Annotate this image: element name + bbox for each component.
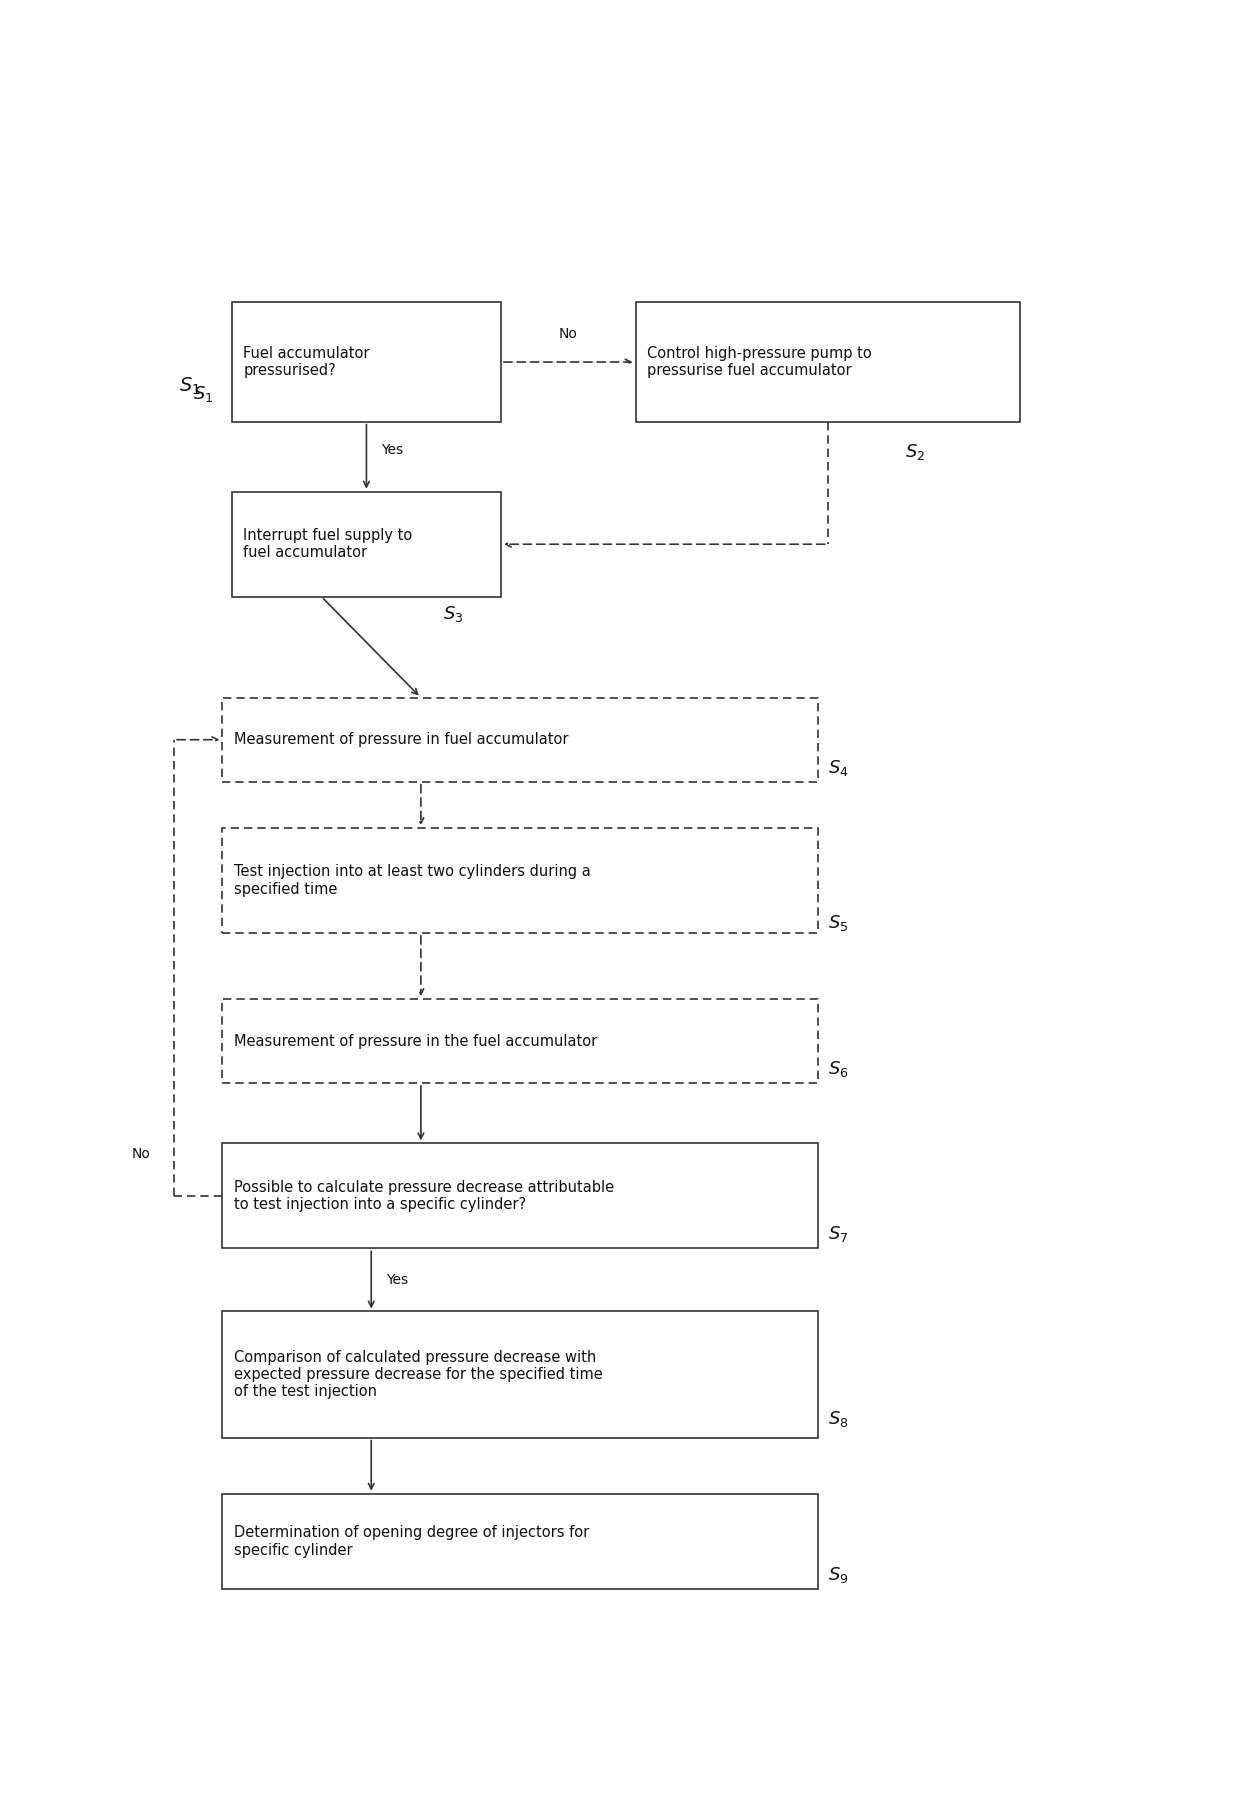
- Bar: [222, 1494, 818, 1589]
- Text: $\mathit{S}_9$: $\mathit{S}_9$: [828, 1565, 848, 1585]
- Bar: [222, 697, 818, 783]
- Bar: [222, 1143, 818, 1249]
- Text: $\mathit{S}_4$: $\mathit{S}_4$: [828, 757, 848, 777]
- Text: Measurement of pressure in fuel accumulator: Measurement of pressure in fuel accumula…: [234, 732, 568, 748]
- Bar: [232, 302, 501, 422]
- Text: $\mathit{S}_7$: $\mathit{S}_7$: [828, 1225, 848, 1245]
- Text: Measurement of pressure in the fuel accumulator: Measurement of pressure in the fuel accu…: [234, 1034, 596, 1048]
- Text: Determination of opening degree of injectors for
specific cylinder: Determination of opening degree of injec…: [234, 1525, 589, 1558]
- Bar: [222, 1312, 818, 1438]
- Bar: [232, 491, 501, 597]
- Text: Yes: Yes: [381, 442, 403, 457]
- Bar: [635, 302, 1021, 422]
- Text: $\mathit{S}_8$: $\mathit{S}_8$: [828, 1409, 848, 1429]
- Bar: [222, 999, 818, 1083]
- Text: $\mathit{S}_1$: $\mathit{S}_1$: [193, 384, 213, 404]
- Text: $\mathit{S}_6$: $\mathit{S}_6$: [828, 1059, 848, 1079]
- Text: No: No: [559, 328, 578, 340]
- Text: Test injection into at least two cylinders during a
specified time: Test injection into at least two cylinde…: [234, 864, 590, 897]
- Text: Interrupt fuel supply to
fuel accumulator: Interrupt fuel supply to fuel accumulato…: [243, 528, 413, 561]
- Bar: [222, 828, 818, 934]
- Text: Fuel accumulator
pressurised?: Fuel accumulator pressurised?: [243, 346, 370, 379]
- Text: Possible to calculate pressure decrease attributable
to test injection into a sp: Possible to calculate pressure decrease …: [234, 1179, 614, 1212]
- Text: $\mathit{S}_1$: $\mathit{S}_1$: [179, 375, 201, 397]
- Text: Control high-pressure pump to
pressurise fuel accumulator: Control high-pressure pump to pressurise…: [647, 346, 872, 379]
- Text: Yes: Yes: [386, 1272, 408, 1287]
- Text: Comparison of calculated pressure decrease with
expected pressure decrease for t: Comparison of calculated pressure decrea…: [234, 1350, 603, 1400]
- Text: $\mathit{S}_5$: $\mathit{S}_5$: [828, 914, 848, 934]
- Text: $\mathit{S}_2$: $\mathit{S}_2$: [905, 442, 925, 462]
- Text: No: No: [131, 1147, 150, 1161]
- Text: $\mathit{S}_3$: $\mathit{S}_3$: [444, 604, 464, 624]
